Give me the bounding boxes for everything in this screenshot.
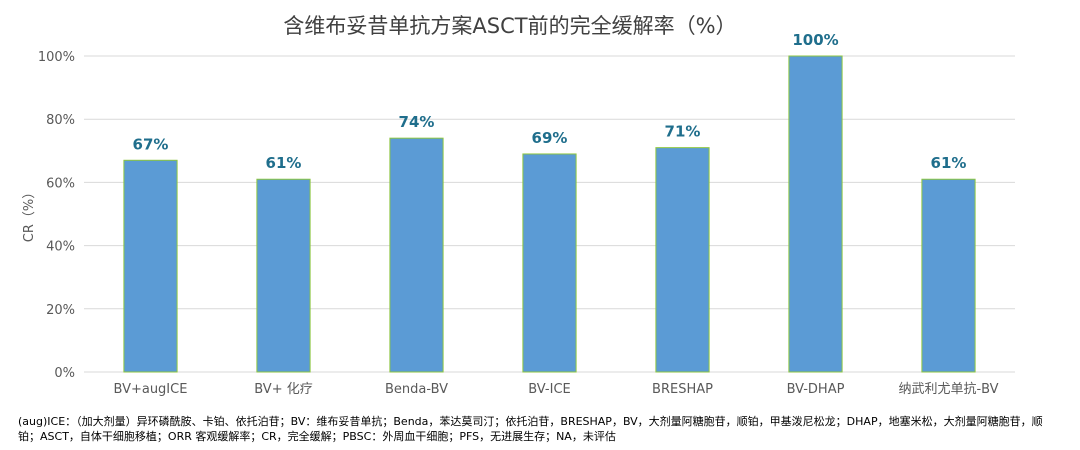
y-tick-label: 40% [46,240,75,255]
bar [655,147,710,373]
data-label: 61% [931,154,967,172]
bar [921,178,976,373]
data-label: 61% [266,154,302,172]
y-axis-label: CR（%） [22,186,37,242]
y-tick-label: 100% [38,50,75,65]
y-tick-label: 20% [46,303,75,318]
data-label: 74% [399,113,435,131]
y-tick-label: 0% [54,366,75,381]
bar [389,137,444,373]
data-labels: 67% 61% 74% 69% 71% 100% 61% [133,31,967,172]
chart-title: 含维布妥昔单抗方案ASCT前的完全缓解率（%） [283,14,736,38]
x-tick-label: BV-DHAP [787,382,845,397]
footnote: (aug)ICE：（加大剂量）异环磷酰胺、卡铂、依托泊苷；BV：维布妥昔单抗；B… [18,415,1043,443]
x-tick-label: Benda-BV [385,382,448,397]
bar [123,159,178,373]
bars [123,55,976,373]
bar [522,153,577,373]
y-axis-ticks: 0% 20% 40% 60% 80% 100% [38,50,75,381]
x-tick-label: 纳武利尤单抗-BV [898,382,998,397]
bar [788,55,843,373]
x-tick-label: BV+augICE [114,382,188,397]
y-tick-label: 80% [46,113,75,128]
y-tick-label: 60% [46,176,75,191]
x-axis-ticks: BV+augICE BV+ 化疗 Benda-BV BV-ICE BRESHAP BV-D… [114,382,999,397]
x-tick-label: BRESHAP [652,382,713,397]
x-tick-label: BV+ 化疗 [254,382,312,397]
data-label: 69% [532,129,568,147]
bar [256,178,311,373]
bar-chart: 含维布妥昔单抗方案ASCT前的完全缓解率（%） CR（%） 0% 20% 40% 60… [22,14,1015,397]
data-label: 67% [133,135,169,153]
data-label: 71% [665,123,701,141]
data-label: 100% [792,31,838,49]
x-tick-label: BV-ICE [528,382,570,397]
